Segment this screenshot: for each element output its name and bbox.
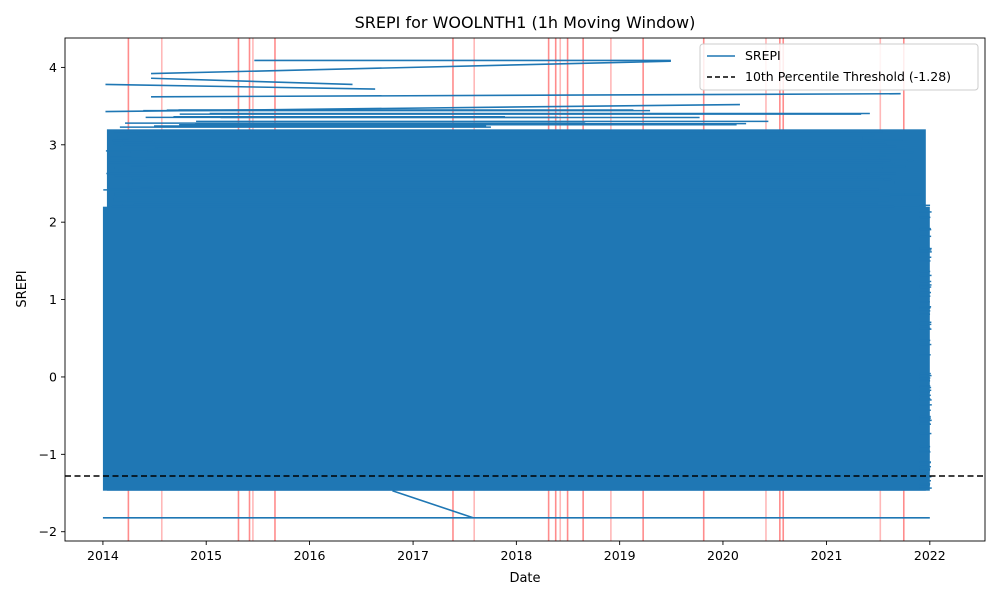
x-axis-label: Date (509, 571, 540, 586)
y-tick-label: 3 (49, 137, 57, 152)
y-tick-label: −1 (39, 447, 57, 462)
y-axis: −2 −1 0 1 2 3 4 (39, 60, 65, 539)
chart-title: SREPI for WOOLNTH1 (1h Moving Window) (355, 13, 696, 32)
x-tick-label: 2020 (707, 548, 739, 563)
legend-srepi-label: SREPI (745, 48, 781, 63)
y-tick-label: 0 (49, 369, 57, 384)
srepi-band (102, 206, 930, 491)
plot-area (65, 38, 985, 541)
y-tick-label: −2 (39, 524, 57, 539)
legend-box (699, 43, 979, 91)
x-tick-label: 2017 (397, 548, 429, 563)
plot-frame (64, 37, 986, 542)
x-axis: 2014 2015 2016 2017 2018 2019 2020 2021 2022 (87, 541, 946, 563)
x-tick-label: 2022 (914, 548, 946, 563)
x-tick-label: 2021 (811, 548, 843, 563)
legend: SREPI 10th Percentile Threshold (-1.28) (699, 43, 979, 91)
srepi-outlier (151, 60, 671, 75)
x-tick-label: 2016 (294, 548, 326, 563)
srepi-outlier (151, 77, 353, 86)
srepi-outlier (105, 103, 740, 113)
y-tick-label: 1 (49, 292, 57, 307)
y-axis-label: SREPI (15, 270, 30, 307)
x-tick-label: 2018 (500, 548, 532, 563)
srepi-series (102, 59, 932, 519)
legend-threshold-label: 10th Percentile Threshold (-1.28) (745, 69, 951, 84)
y-tick-label: 2 (49, 215, 57, 230)
y-tick-label: 4 (49, 60, 57, 75)
x-tick-label: 2019 (604, 548, 636, 563)
srepi-outlier (392, 489, 474, 519)
x-tick-label: 2014 (87, 548, 119, 563)
srepi-outlier (105, 83, 376, 90)
srepi-outlier (151, 92, 901, 98)
x-tick-label: 2015 (190, 548, 222, 563)
